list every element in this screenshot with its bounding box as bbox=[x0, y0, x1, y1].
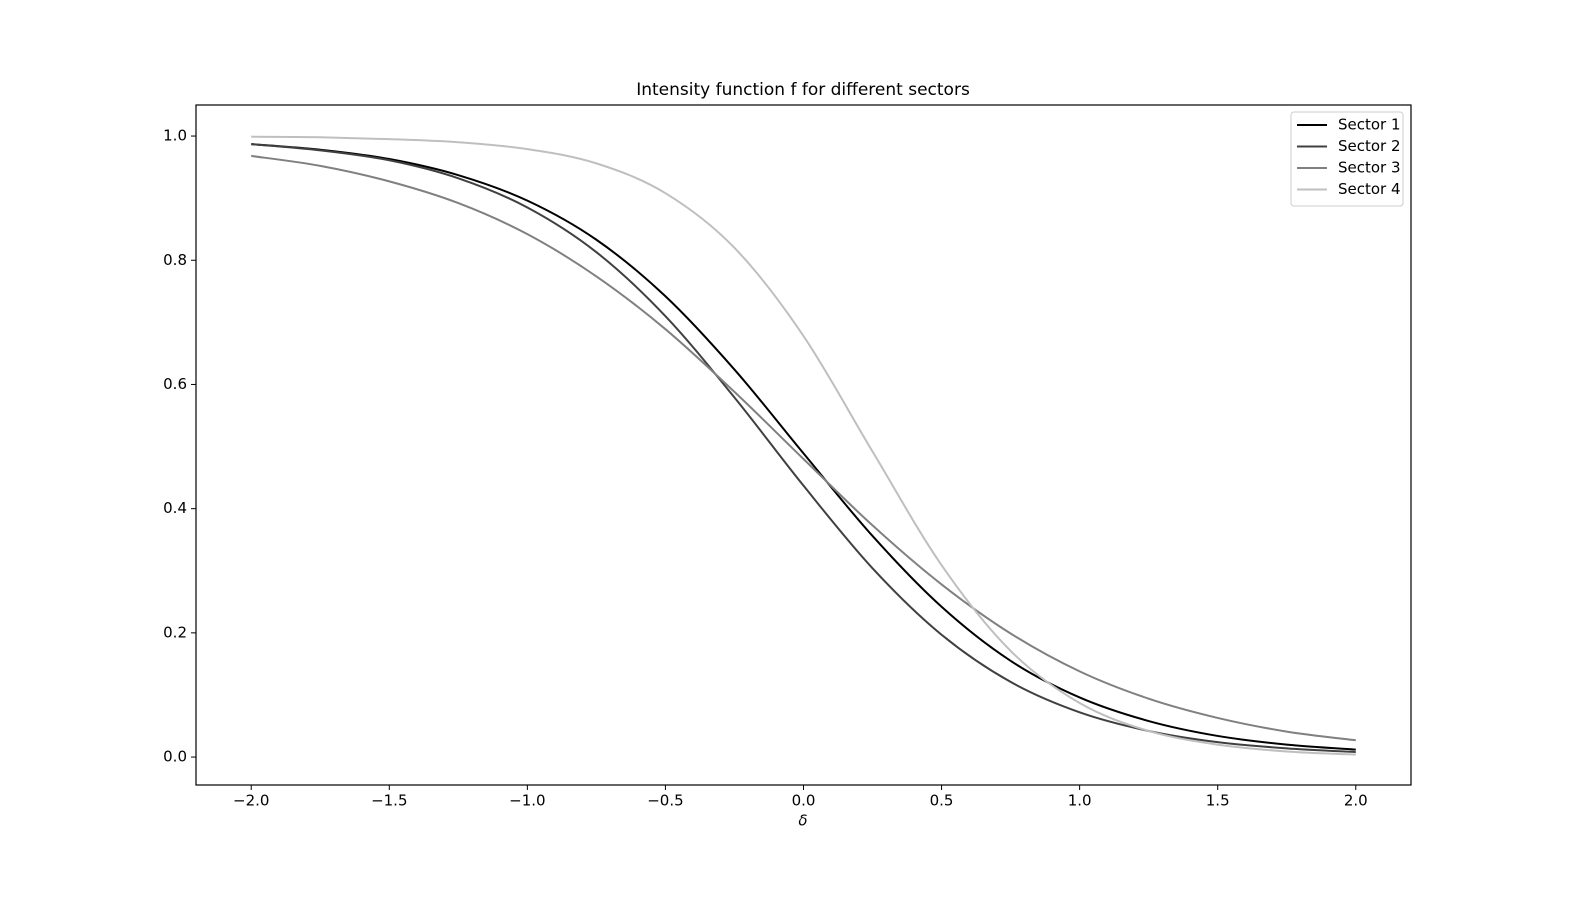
chart-title: Intensity function f for different secto… bbox=[636, 80, 970, 100]
x-tick-label: 2.0 bbox=[1344, 792, 1368, 810]
series-line bbox=[251, 154, 1356, 742]
y-tick-label: 0.2 bbox=[163, 623, 187, 641]
x-tick-label: 0.5 bbox=[930, 792, 954, 810]
x-tick-label: −0.5 bbox=[647, 792, 683, 810]
series-line bbox=[251, 143, 1356, 751]
plot-frame bbox=[195, 104, 1412, 786]
x-tick-label: 0.0 bbox=[792, 792, 816, 810]
x-tick-label: 1.0 bbox=[1068, 792, 1092, 810]
y-tick-label: 0.0 bbox=[163, 748, 187, 766]
legend-label: Sector 3 bbox=[1338, 159, 1401, 177]
series-line bbox=[251, 135, 1356, 756]
legend-box bbox=[1290, 111, 1404, 207]
y-tick-label: 0.8 bbox=[163, 251, 187, 269]
x-tick-label: 1.5 bbox=[1206, 792, 1230, 810]
y-tick-label: 0.6 bbox=[163, 375, 187, 393]
x-tick-label: −2.0 bbox=[233, 792, 269, 810]
x-tick-label: −1.5 bbox=[371, 792, 407, 810]
y-tick-label: 0.4 bbox=[163, 499, 187, 517]
x-tick-label: −1.0 bbox=[509, 792, 545, 810]
legend-label: Sector 4 bbox=[1338, 180, 1401, 198]
x-axis-label: δ bbox=[798, 812, 807, 830]
legend-label: Sector 1 bbox=[1338, 116, 1401, 134]
y-tick-label: 1.0 bbox=[163, 127, 187, 145]
legend: Sector 1 Sector 2 Sector 3 Sector 4 bbox=[1290, 111, 1404, 207]
series-line bbox=[251, 143, 1356, 754]
legend-label: Sector 2 bbox=[1338, 137, 1401, 155]
